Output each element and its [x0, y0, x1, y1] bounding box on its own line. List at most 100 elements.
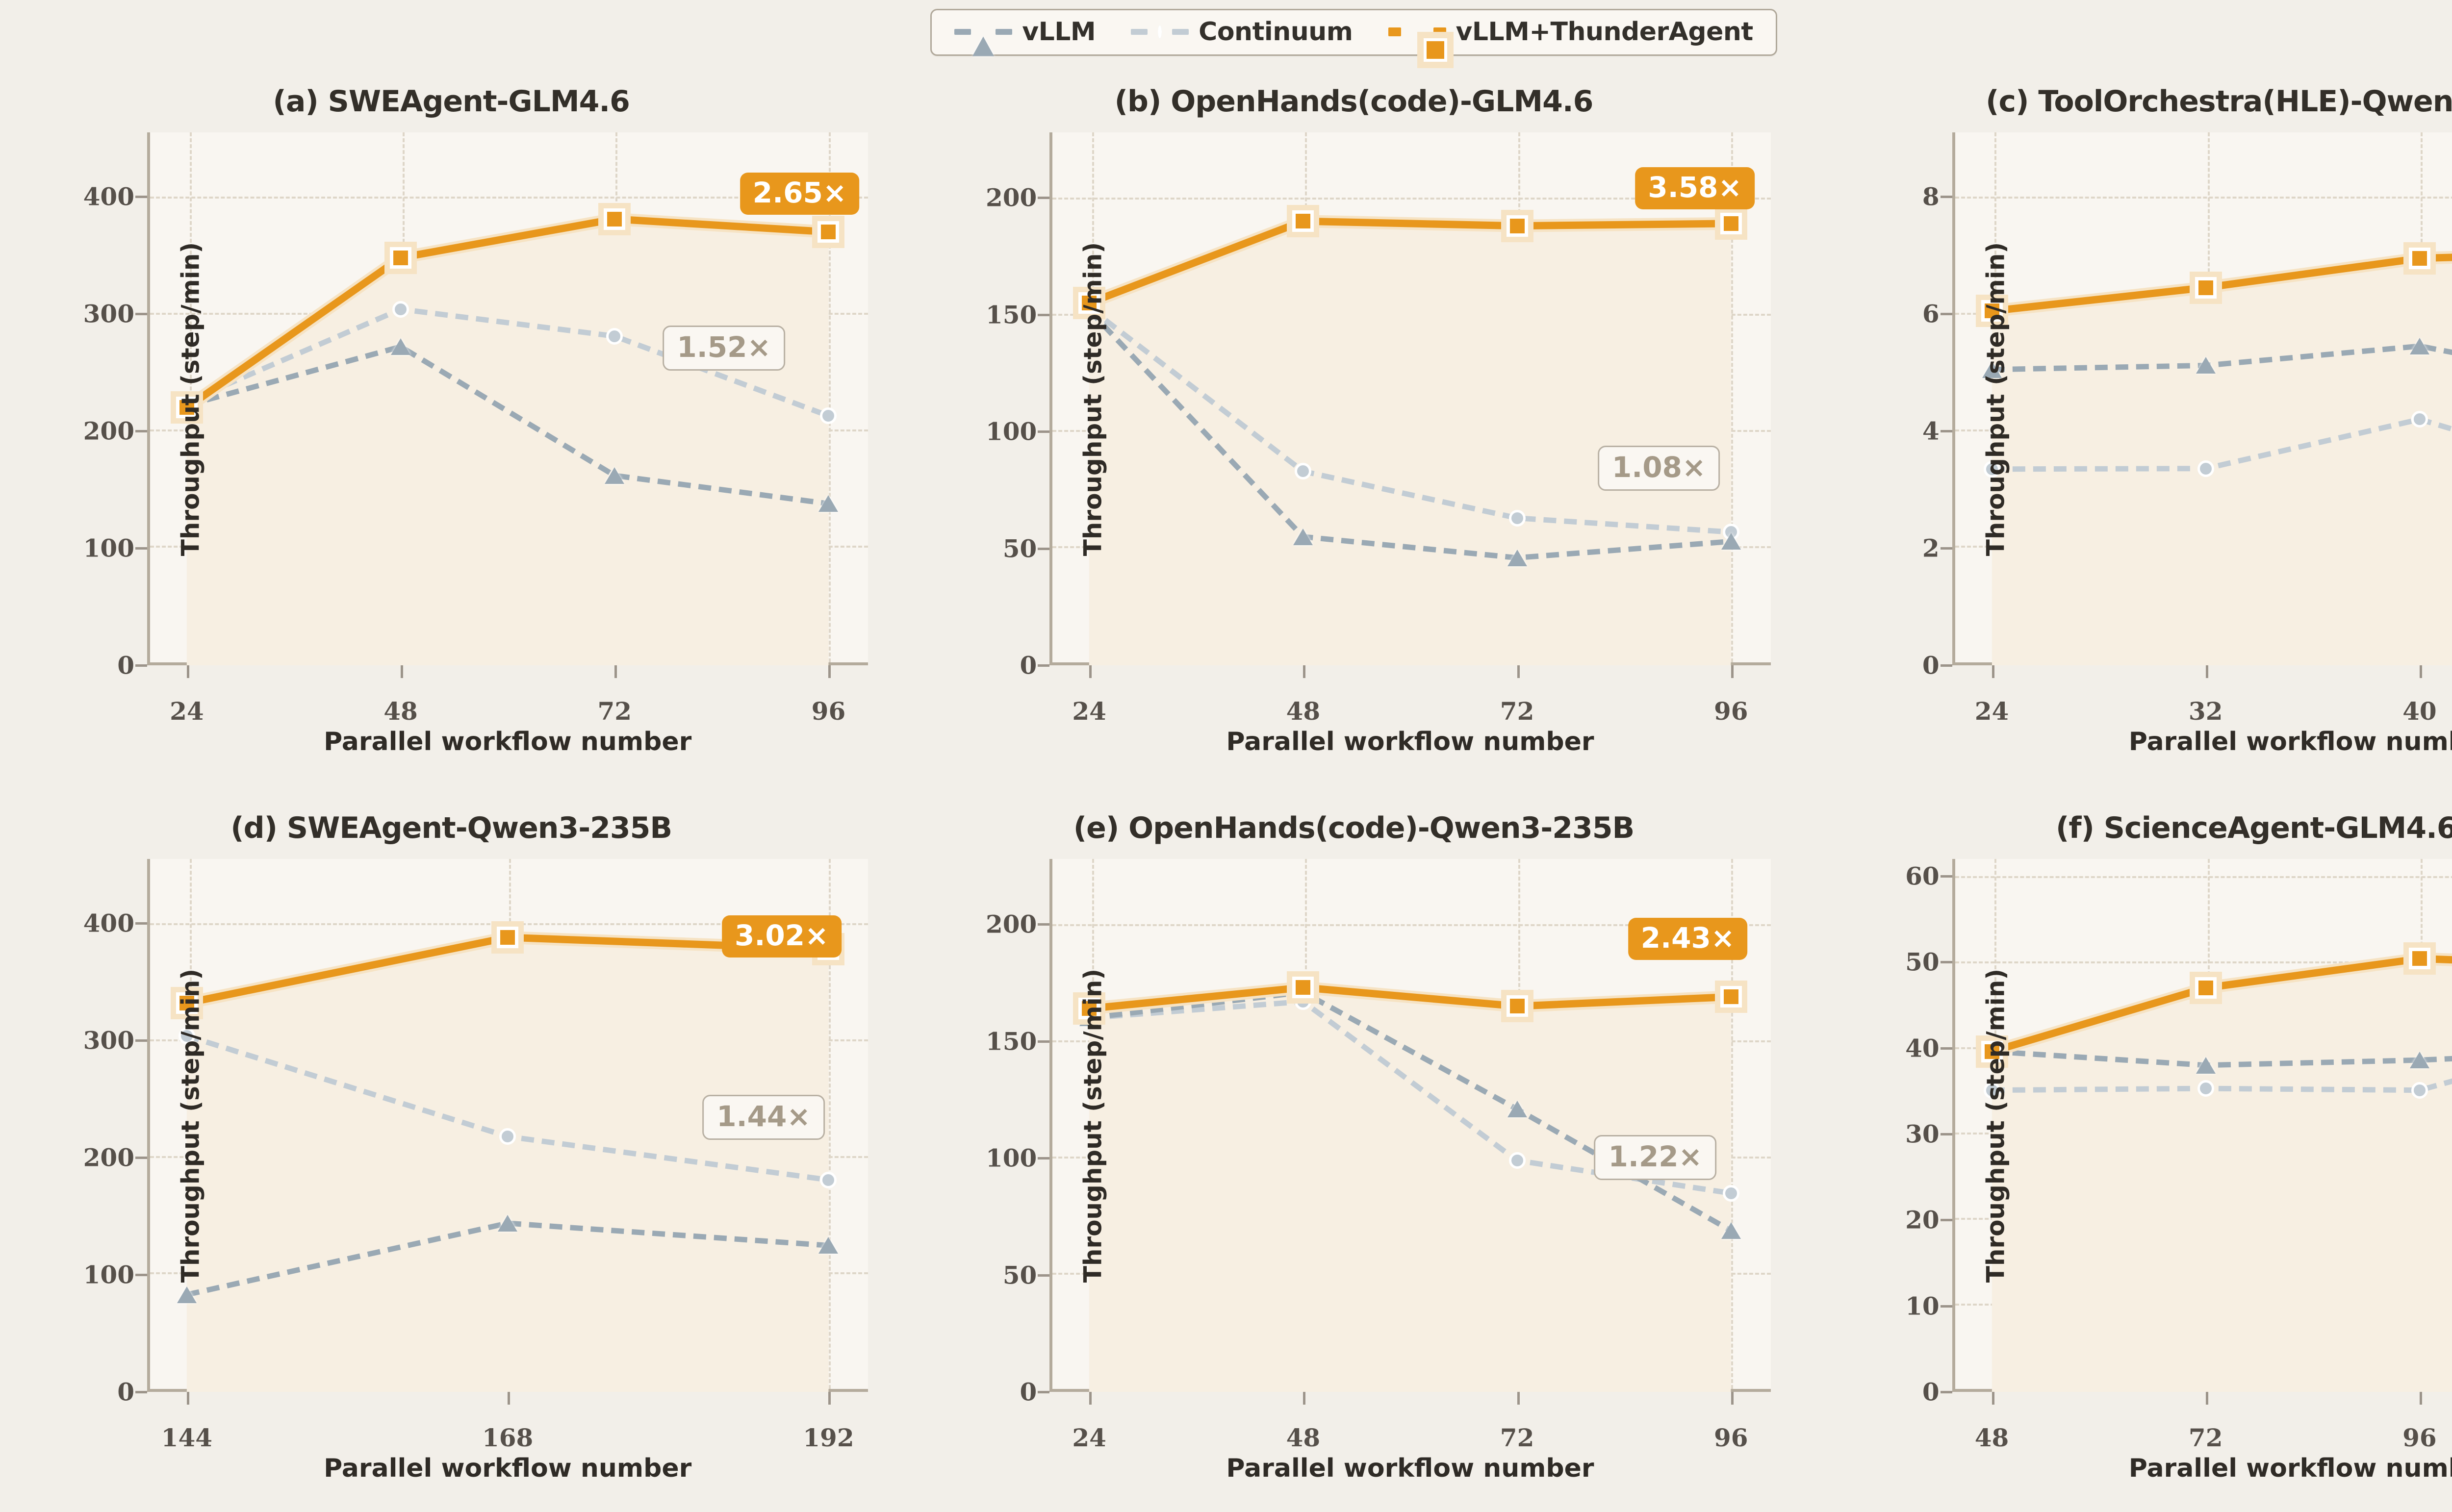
x-tick-label: 144 [161, 1423, 213, 1452]
series-line-vllm [1089, 310, 1731, 557]
x-tick-label: 96 [1713, 1423, 1748, 1452]
data-point-continuum [1295, 463, 1312, 480]
x-tick-mark [1089, 1392, 1092, 1405]
y-tick-label: 10 [1905, 1291, 1940, 1321]
y-tick-label: 8 [1922, 182, 1940, 211]
data-point-continuum [1983, 1082, 2000, 1099]
subplot-d: (d) SWEAgent-Qwen3-235B 0 100 200 300 400 144 1… [0, 785, 902, 1512]
legend-item-thunderagent[interactable]: vLLM+ThunderAgent [1388, 17, 1754, 68]
x-tick-label: 72 [2188, 1423, 2223, 1452]
x-tick-mark [828, 1392, 831, 1405]
x-tick-mark [1517, 1392, 1520, 1405]
data-point-vllm [391, 338, 411, 355]
y-tick-mark [1940, 1391, 1952, 1393]
y-tick-label: 0 [117, 651, 134, 680]
data-point-continuum [1508, 1152, 1526, 1169]
y-tick-mark [1038, 1391, 1050, 1393]
axes-a: 0 100 200 300 400 24 48 72 96 2.65× 1.52× Throughpu… [83, 132, 868, 756]
data-point-continuum [2411, 411, 2428, 428]
data-point-continuum [820, 1171, 837, 1188]
subplot-title-b: (b) OpenHands(code)-GLM4.6 [1114, 84, 1594, 119]
subplot-title-c: (c) ToolOrchestra(HLE)-Qwen3-8B [1986, 84, 2452, 119]
data-point-thunderagent [1287, 205, 1320, 238]
data-point-thunderagent [1975, 295, 2008, 328]
y-tick-label: 200 [985, 183, 1037, 212]
subplot-a: (a) SWEAgent-GLM4.6 0 100 200 300 400 24 48 72 96… [0, 59, 902, 785]
y-axis-label-c: Throughput (step/min) [1981, 242, 2010, 556]
data-point-thunderagent [1714, 981, 1747, 1013]
y-tick-label: 50 [1002, 1260, 1037, 1290]
x-tick-mark [401, 665, 404, 678]
x-tick-mark [508, 1392, 511, 1405]
y-tick-mark [135, 922, 147, 925]
x-tick-label: 48 [1974, 1423, 2009, 1452]
data-point-thunderagent [170, 391, 203, 424]
series-line-vllm [187, 347, 829, 504]
y-axis-label-f: Throughput (step/min) [1981, 968, 2010, 1283]
series-line-thunderagent [1089, 221, 1731, 303]
x-tick-mark [186, 1392, 189, 1405]
y-tick-label: 30 [1905, 1119, 1940, 1149]
data-point-thunderagent [170, 986, 203, 1019]
series-line-thunderagent [1992, 252, 2452, 311]
data-point-vllm [177, 1286, 197, 1303]
y-tick-label: 150 [985, 1027, 1037, 1056]
data-point-vllm [605, 467, 625, 484]
data-point-vllm [498, 1214, 518, 1232]
y-tick-mark [135, 1039, 147, 1042]
y-gridline [150, 196, 868, 199]
y-tick-mark [135, 547, 147, 550]
data-point-thunderagent [1975, 1035, 2008, 1068]
chart-legend: vLLM Continuum vLLM+ThunderAgent [0, 9, 2452, 68]
x-tick-label: 24 [1072, 697, 1106, 726]
y-tick-mark [135, 313, 147, 316]
data-point-vllm [1721, 533, 1741, 550]
y-tick-label: 200 [83, 416, 134, 446]
y-tick-label: 200 [985, 909, 1037, 939]
y-axis-label-a: Throughput (step/min) [176, 242, 205, 556]
speedup-badge-primary: 3.02× [722, 915, 842, 958]
area-fill-thunderagent [1992, 257, 2452, 665]
x-axis-label-c: Parallel workflow number [2128, 727, 2452, 756]
x-axis-label-d: Parallel workflow number [324, 1454, 692, 1483]
data-point-continuum [2197, 460, 2214, 477]
y-tick-label: 0 [117, 1377, 134, 1407]
x-tick-mark [1089, 665, 1092, 678]
y-tick-mark [135, 1274, 147, 1277]
legend-box: vLLM Continuum vLLM+ThunderAgent [930, 9, 1777, 68]
legend-item-vllm[interactable]: vLLM [954, 17, 1096, 56]
legend-item-continuum[interactable]: Continuum [1131, 17, 1353, 47]
series-canvas-b [1049, 132, 1770, 665]
x-axis-label-a: Parallel workflow number [324, 727, 692, 756]
y-gridline [1052, 924, 1771, 926]
series-line-continuum [1089, 308, 1731, 532]
x-tick-label: 48 [383, 697, 418, 726]
y-tick-mark [1038, 1157, 1050, 1160]
data-point-vllm [1721, 1222, 1741, 1239]
y-tick-label: 100 [985, 417, 1037, 446]
y-gridline [1955, 876, 2452, 878]
y-tick-label: 400 [83, 182, 134, 211]
axes-b: 0 50 100 150 200 24 48 72 96 3.58× 1.08× Throughput… [986, 132, 1771, 756]
x-tick-mark [1731, 665, 1734, 678]
x-tick-mark [2205, 1392, 2208, 1405]
x-axis-label-e: Parallel workflow number [1226, 1454, 1594, 1483]
y-tick-label: 2 [1922, 533, 1940, 563]
y-tick-label: 40 [1905, 1033, 1940, 1063]
x-tick-label: 96 [2402, 1423, 2437, 1452]
series-canvas-c [1952, 132, 2452, 665]
x-tick-mark [1731, 1392, 1734, 1405]
y-tick-label: 300 [83, 1026, 134, 1055]
legend-label-vllm: vLLM [1022, 17, 1096, 47]
subplot-title-d: (d) SWEAgent-Qwen3-235B [230, 811, 672, 845]
x-tick-mark [186, 665, 189, 678]
y-tick-label: 50 [1905, 947, 1940, 977]
series-line-thunderagent [1992, 958, 2452, 1051]
x-gridline [828, 132, 831, 662]
speedup-badge-secondary: 1.44× [702, 1095, 825, 1140]
square-marker-icon [1388, 17, 1454, 68]
subplot-b: (b) OpenHands(code)-GLM4.6 0 50 100 150 200 24… [902, 59, 1805, 785]
x-tick-label: 72 [597, 697, 632, 726]
legend-label-thunderagent: vLLM+ThunderAgent [1456, 17, 1754, 47]
data-point-thunderagent [1073, 287, 1106, 320]
